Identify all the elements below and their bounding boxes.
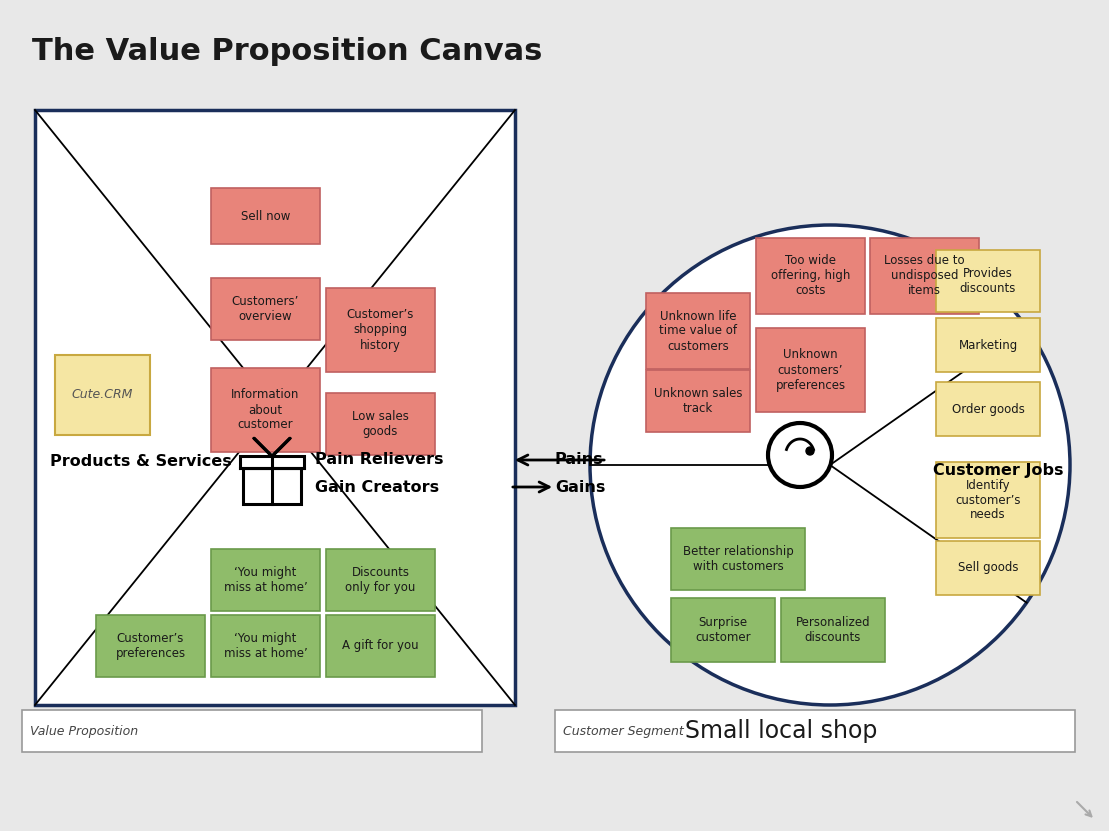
Text: Unknown
customers’
preferences: Unknown customers’ preferences	[775, 348, 845, 391]
FancyBboxPatch shape	[326, 393, 435, 455]
FancyBboxPatch shape	[869, 238, 979, 314]
Circle shape	[590, 225, 1070, 705]
Text: Marketing: Marketing	[958, 338, 1018, 352]
FancyBboxPatch shape	[326, 615, 435, 677]
Text: Pains: Pains	[554, 453, 603, 468]
Text: Gain Creators: Gain Creators	[315, 479, 439, 494]
FancyBboxPatch shape	[243, 468, 301, 504]
FancyBboxPatch shape	[35, 110, 515, 705]
Text: Pain Relievers: Pain Relievers	[315, 453, 444, 468]
FancyBboxPatch shape	[936, 250, 1040, 312]
Text: Identify
customer’s
needs: Identify customer’s needs	[955, 479, 1020, 522]
Text: Customers’
overview: Customers’ overview	[232, 295, 299, 323]
Text: Cute.CRM: Cute.CRM	[72, 389, 133, 401]
FancyBboxPatch shape	[647, 293, 750, 369]
FancyBboxPatch shape	[781, 598, 885, 662]
Text: Gains: Gains	[554, 479, 606, 494]
FancyBboxPatch shape	[326, 549, 435, 611]
Circle shape	[769, 423, 832, 487]
FancyBboxPatch shape	[240, 456, 304, 468]
FancyBboxPatch shape	[22, 710, 482, 752]
Text: Unknown sales
track: Unknown sales track	[653, 387, 742, 415]
FancyBboxPatch shape	[756, 328, 865, 412]
Text: Small local shop: Small local shop	[685, 719, 877, 743]
Text: ‘You might
miss at home’: ‘You might miss at home’	[224, 632, 307, 660]
Text: Low sales
goods: Low sales goods	[352, 410, 409, 438]
FancyBboxPatch shape	[647, 370, 750, 432]
FancyBboxPatch shape	[211, 188, 321, 244]
Text: Products & Services: Products & Services	[50, 455, 232, 470]
FancyBboxPatch shape	[55, 355, 150, 435]
Text: Information
about
customer: Information about customer	[232, 389, 299, 431]
FancyBboxPatch shape	[671, 598, 775, 662]
Text: Customer’s
preferences: Customer’s preferences	[115, 632, 185, 660]
Text: Sell goods: Sell goods	[958, 562, 1018, 574]
Text: Unknown life
time value of
customers: Unknown life time value of customers	[659, 309, 737, 352]
FancyBboxPatch shape	[554, 710, 1075, 752]
FancyBboxPatch shape	[756, 238, 865, 314]
FancyBboxPatch shape	[326, 288, 435, 372]
Text: Losses due to
undisposed
items: Losses due to undisposed items	[884, 254, 965, 297]
FancyBboxPatch shape	[211, 278, 321, 340]
Text: Order goods: Order goods	[952, 402, 1025, 416]
FancyBboxPatch shape	[211, 615, 321, 677]
FancyBboxPatch shape	[936, 382, 1040, 436]
FancyBboxPatch shape	[211, 368, 321, 452]
FancyBboxPatch shape	[671, 528, 805, 590]
Text: ‘You might
miss at home’: ‘You might miss at home’	[224, 566, 307, 594]
FancyBboxPatch shape	[96, 615, 205, 677]
FancyBboxPatch shape	[211, 549, 321, 611]
Text: Better relationship
with customers: Better relationship with customers	[683, 545, 793, 573]
Circle shape	[806, 447, 814, 455]
FancyBboxPatch shape	[936, 318, 1040, 372]
Text: Discounts
only for you: Discounts only for you	[345, 566, 416, 594]
Text: Personalized
discounts: Personalized discounts	[795, 616, 871, 644]
FancyBboxPatch shape	[936, 462, 1040, 538]
FancyBboxPatch shape	[936, 541, 1040, 595]
Text: Customer’s
shopping
history: Customer’s shopping history	[347, 308, 414, 352]
Text: Customer Jobs: Customer Jobs	[933, 463, 1064, 478]
Text: The Value Proposition Canvas: The Value Proposition Canvas	[32, 37, 542, 66]
Text: Sell now: Sell now	[241, 209, 291, 223]
Text: Customer Segment: Customer Segment	[563, 725, 684, 737]
Text: A gift for you: A gift for you	[343, 640, 419, 652]
Text: Value Proposition: Value Proposition	[30, 725, 139, 737]
Text: Provides
discounts: Provides discounts	[959, 267, 1016, 295]
Text: Too wide
offering, high
costs: Too wide offering, high costs	[771, 254, 851, 297]
Text: Surprise
customer: Surprise customer	[695, 616, 751, 644]
